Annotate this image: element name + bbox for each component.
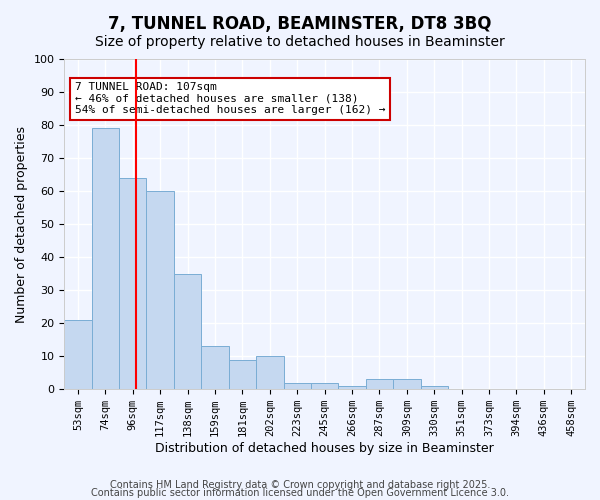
- Text: 7, TUNNEL ROAD, BEAMINSTER, DT8 3BQ: 7, TUNNEL ROAD, BEAMINSTER, DT8 3BQ: [108, 15, 492, 33]
- Bar: [366, 380, 393, 389]
- Text: 7 TUNNEL ROAD: 107sqm
← 46% of detached houses are smaller (138)
54% of semi-det: 7 TUNNEL ROAD: 107sqm ← 46% of detached …: [74, 82, 385, 116]
- Text: Contains HM Land Registry data © Crown copyright and database right 2025.: Contains HM Land Registry data © Crown c…: [110, 480, 490, 490]
- Bar: [338, 386, 366, 389]
- Y-axis label: Number of detached properties: Number of detached properties: [15, 126, 28, 322]
- Bar: [174, 274, 202, 389]
- Bar: [119, 178, 146, 389]
- Bar: [64, 320, 92, 389]
- Bar: [202, 346, 229, 389]
- Text: Size of property relative to detached houses in Beaminster: Size of property relative to detached ho…: [95, 35, 505, 49]
- Bar: [284, 382, 311, 389]
- Bar: [146, 191, 174, 389]
- Text: Contains public sector information licensed under the Open Government Licence 3.: Contains public sector information licen…: [91, 488, 509, 498]
- Bar: [229, 360, 256, 389]
- Bar: [92, 128, 119, 389]
- Bar: [311, 382, 338, 389]
- Bar: [421, 386, 448, 389]
- Bar: [256, 356, 284, 389]
- X-axis label: Distribution of detached houses by size in Beaminster: Distribution of detached houses by size …: [155, 442, 494, 455]
- Bar: [393, 380, 421, 389]
